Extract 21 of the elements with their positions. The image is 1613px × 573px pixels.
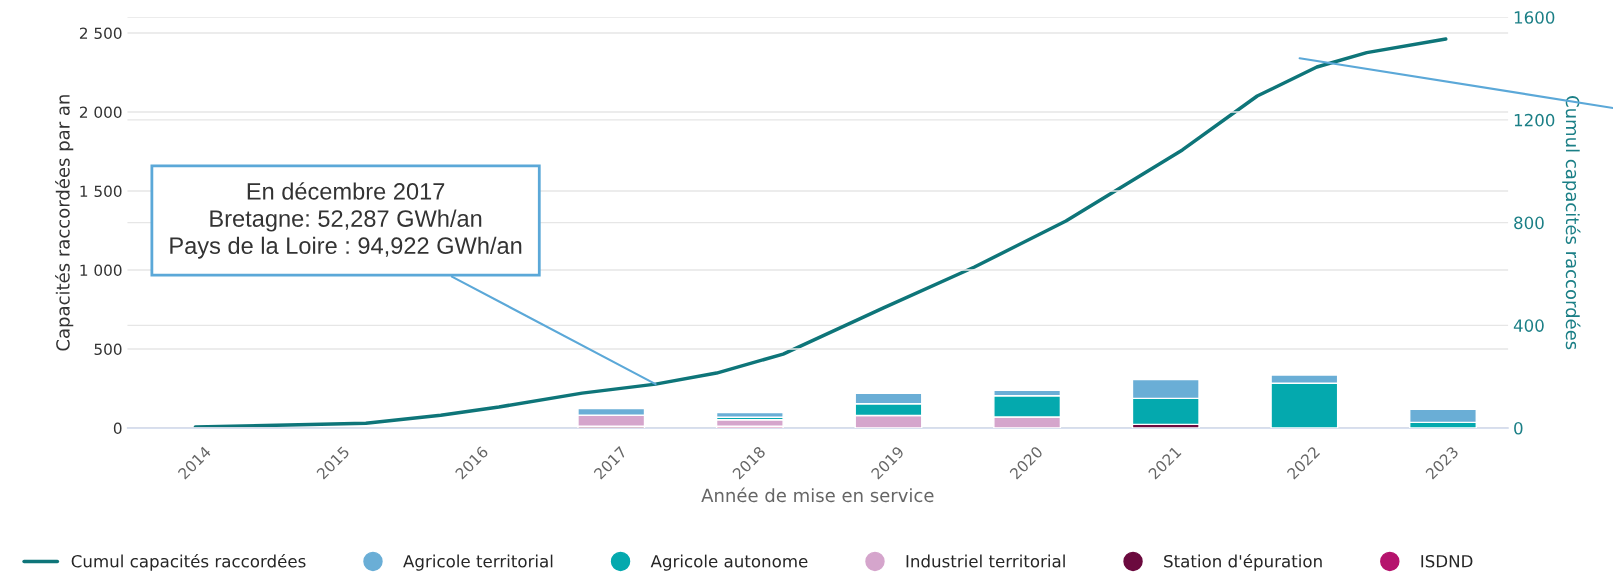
legend-label: Agricole autonome [650,554,808,571]
y2-tick-label: 800 [1514,216,1544,230]
y2-tick-label: 400 [1513,319,1544,332]
legend-label: Agricole territorial [403,554,553,571]
y-tick-label: 1 500 [80,185,122,198]
y2-tick-label: 0 [1514,421,1523,435]
y2-tick-label: 1600 [1514,11,1555,24]
y2-tick-label: 1200 [1514,113,1555,127]
y2-axis-title: Cumul capacités raccordées [1562,96,1581,350]
y-tick-label: 2 000 [79,106,122,119]
legend-label: Cumul capacités raccordées [71,553,306,571]
y-tick-label: 500 [94,343,122,356]
x-axis-title: Année de mise en service [701,487,934,503]
legend-label: Station d'épuration [1164,553,1322,571]
y-tick-label: 0 [113,422,122,435]
y-axis-title: Capacités raccordées par an [55,95,74,351]
legend-label: ISDND [1421,554,1473,568]
y-tick-label: 2 500 [79,27,122,40]
y-tick-label: 1 000 [80,264,122,277]
legend-label: Industriel territorial [906,554,1065,568]
annotation: En décembre 2017 Bretagne: 52,287 GWh/an Pays de la Loire : 94,922 GWh/an [170,182,522,259]
